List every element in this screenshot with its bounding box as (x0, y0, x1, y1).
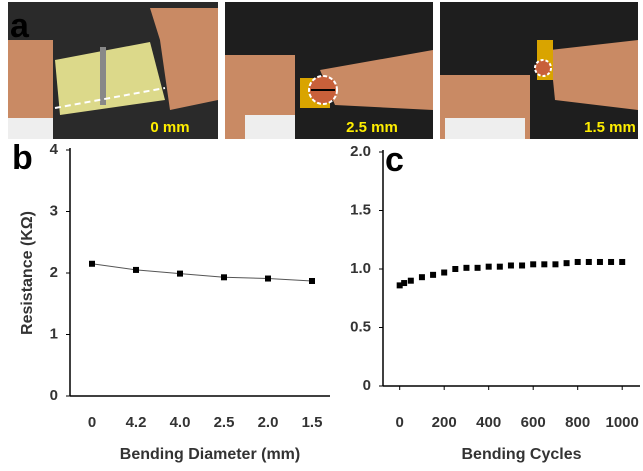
x-tick-label: 2.0 (258, 414, 279, 431)
marker (441, 270, 447, 276)
marker (508, 262, 514, 268)
y-tick-label: 2.0 (350, 143, 371, 160)
marker (530, 261, 536, 267)
photo-label: 0 mm (150, 119, 189, 136)
x-tick-label: 600 (521, 414, 546, 431)
x-tick-label: 4.2 (126, 414, 147, 431)
marker (552, 261, 558, 267)
figure: a 0 mm 2.5 mm 1.5 mm b 0 1 2 3 4 Resistance (K… (0, 0, 643, 466)
y-tick-label: 0 (50, 387, 58, 404)
panel-label: b (12, 139, 33, 177)
marker (619, 259, 625, 265)
y-tick-label: 3 (50, 202, 58, 219)
x-tick-label: 0 (88, 414, 96, 431)
y-tick-label: 1.0 (350, 260, 371, 277)
marker (221, 274, 227, 280)
x-tick-label: 0 (396, 414, 404, 431)
x-tick-label: 2.5 (214, 414, 235, 431)
marker (486, 264, 492, 270)
marker (463, 265, 469, 271)
marker (519, 262, 525, 268)
marker (586, 259, 592, 265)
marker (265, 276, 271, 282)
marker (564, 260, 570, 266)
x-axis-label: Bending Cycles (461, 446, 581, 463)
y-axis-label: Resistance (KΩ) (19, 211, 36, 335)
panel-label: a (10, 7, 30, 45)
marker (597, 259, 603, 265)
marker (177, 271, 183, 277)
panel-label: c (385, 141, 404, 179)
marker (541, 261, 547, 267)
x-tick-label: 1000 (606, 414, 639, 431)
photo-label: 1.5 mm (584, 119, 636, 136)
marker (133, 267, 139, 273)
marker (309, 278, 315, 284)
x-tick-label: 1.5 (302, 414, 323, 431)
marker (608, 259, 614, 265)
x-tick-label: 800 (565, 414, 590, 431)
marker (575, 259, 581, 265)
y-tick-label: 4 (50, 141, 59, 158)
marker (401, 280, 407, 286)
photo-label: 2.5 mm (346, 119, 398, 136)
marker (419, 274, 425, 280)
y-tick-label: 0 (363, 377, 371, 394)
marker (408, 278, 414, 284)
y-tick-label: 1 (50, 325, 58, 342)
x-tick-label: 400 (476, 414, 501, 431)
marker (497, 264, 503, 270)
y-tick-label: 2 (50, 264, 58, 281)
x-axis-label: Bending Diameter (mm) (120, 446, 300, 463)
x-tick-label: 200 (432, 414, 457, 431)
marker (430, 272, 436, 278)
y-tick-label: 0.5 (350, 318, 371, 335)
marker (475, 265, 481, 271)
x-tick-label: 4.0 (170, 414, 191, 431)
y-tick-label: 1.5 (350, 201, 371, 218)
photo (225, 2, 433, 139)
marker (452, 266, 458, 272)
marker (89, 261, 95, 267)
